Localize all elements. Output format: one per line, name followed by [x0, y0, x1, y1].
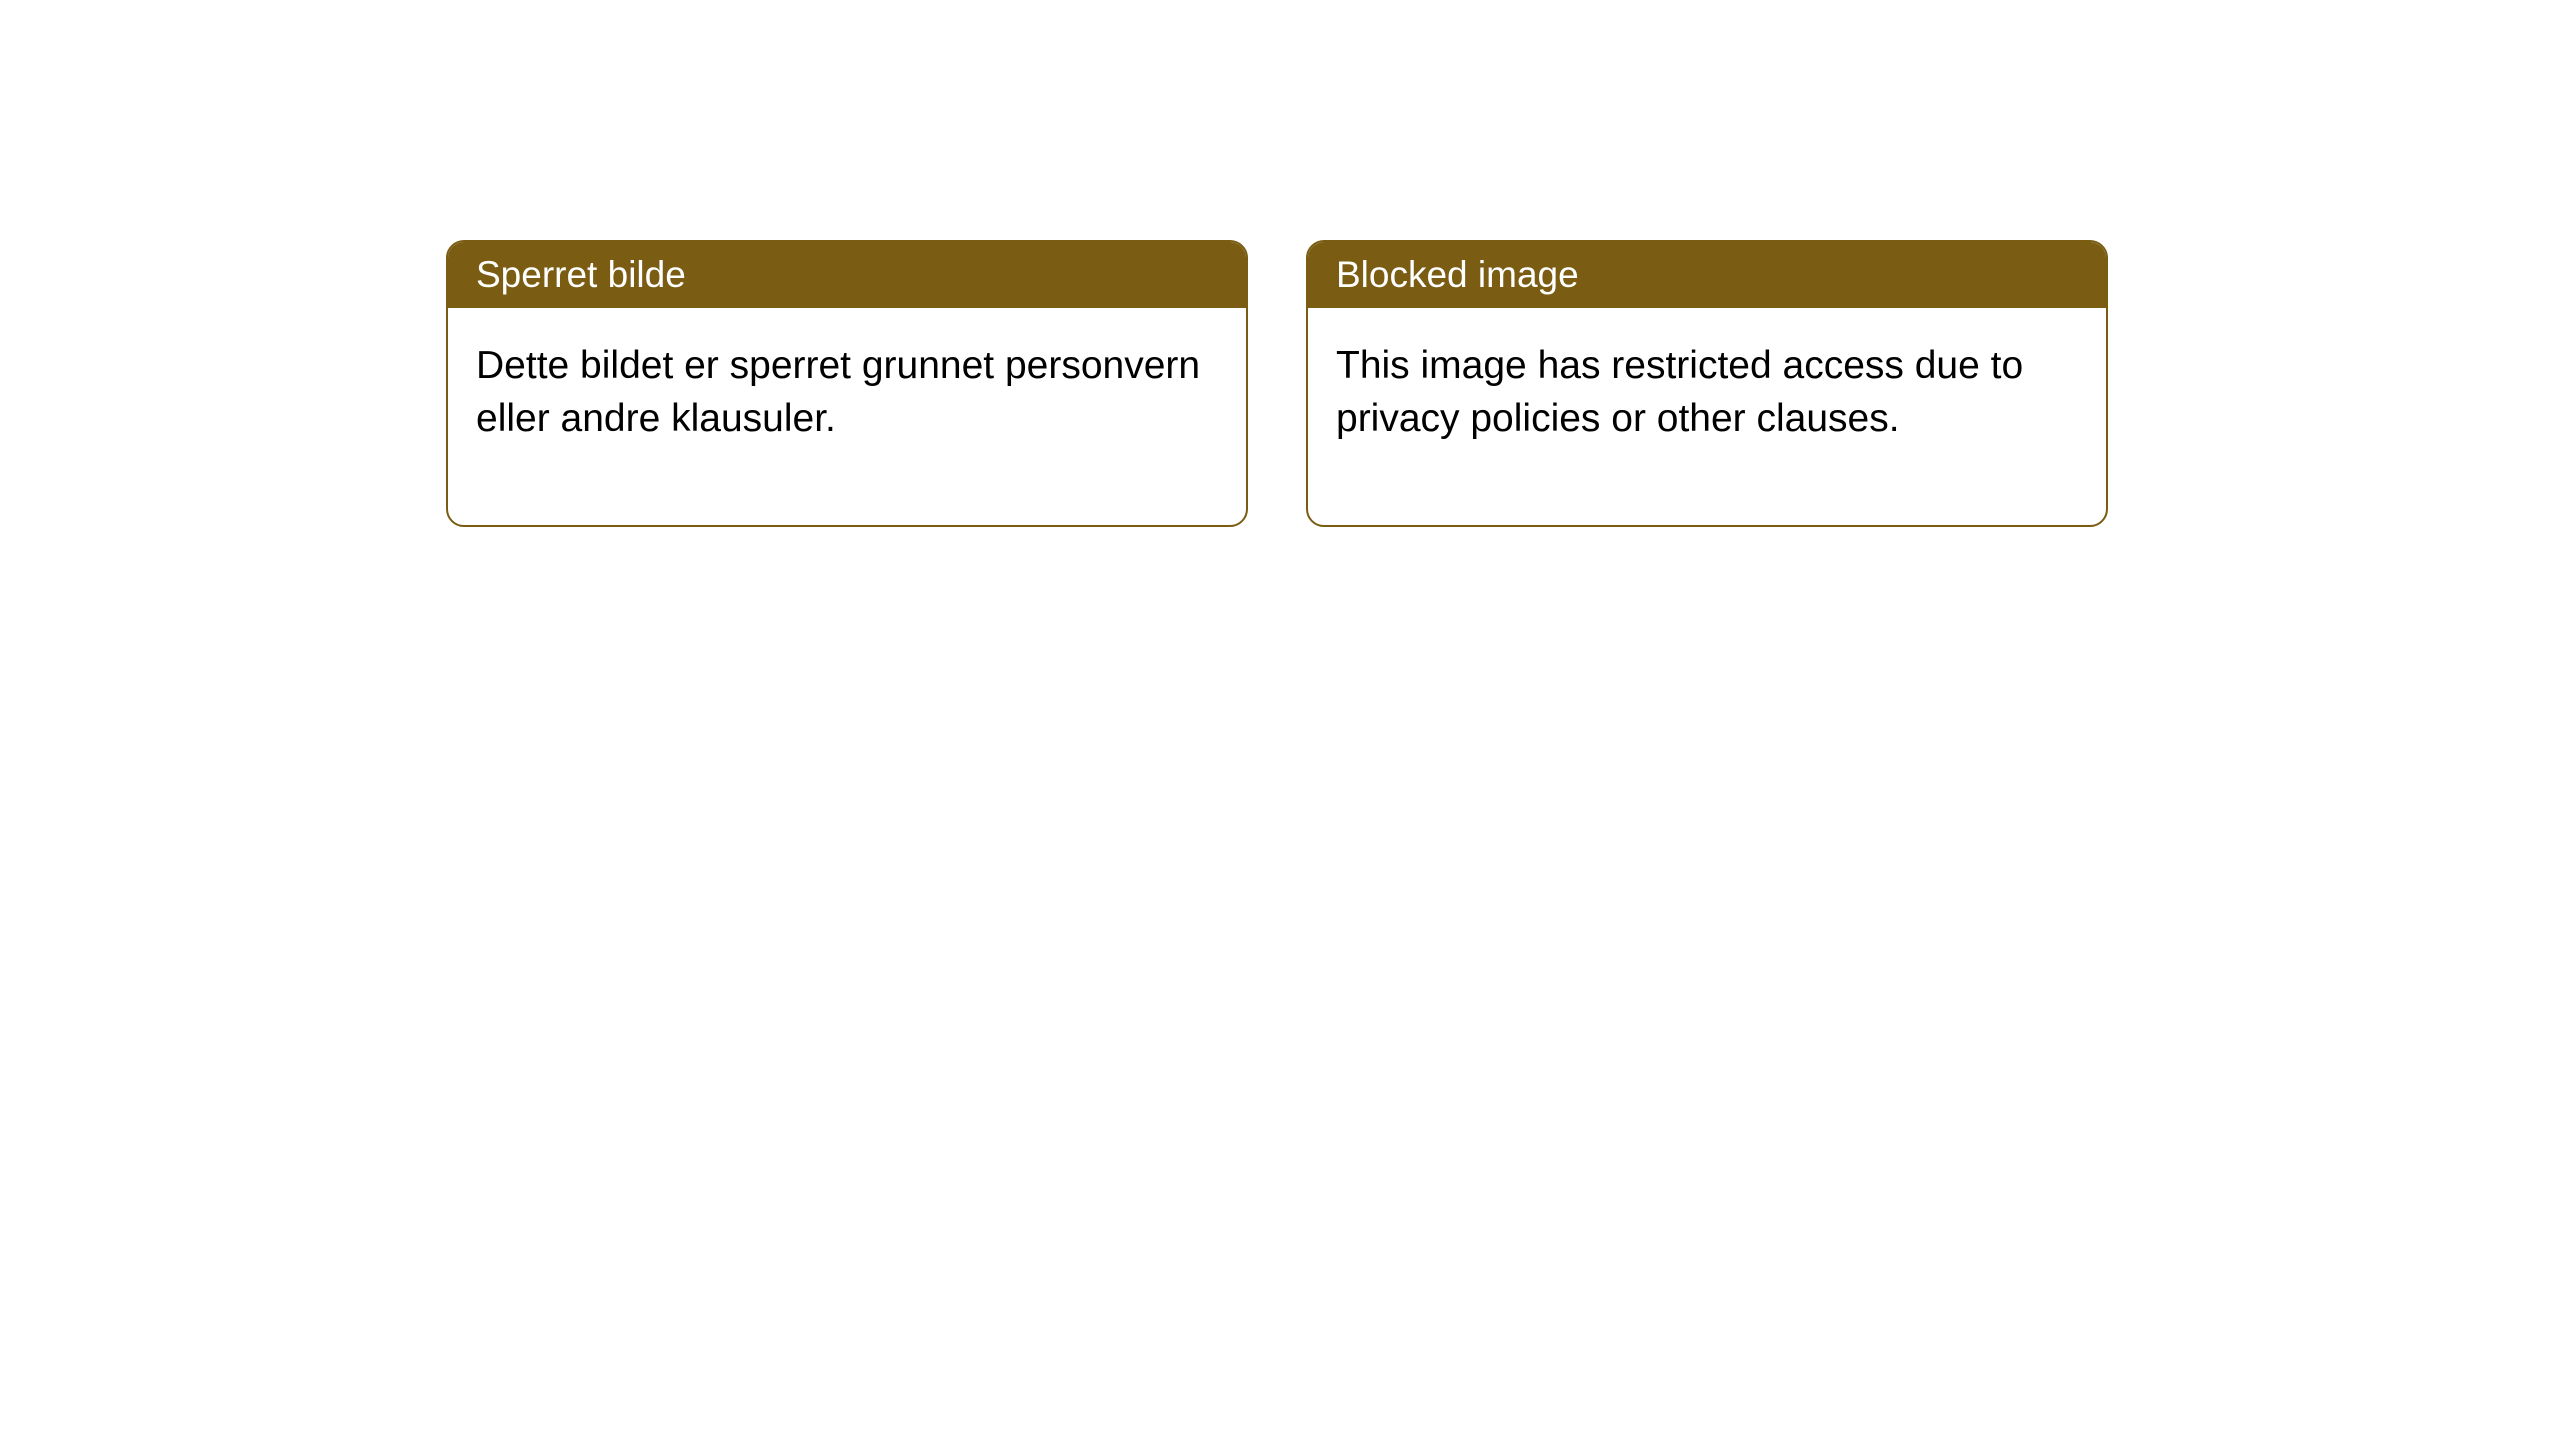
card-header: Blocked image	[1308, 242, 2106, 308]
card-title: Sperret bilde	[476, 254, 686, 295]
card-body-text: Dette bildet er sperret grunnet personve…	[476, 344, 1200, 440]
blocked-image-card-english: Blocked image This image has restricted …	[1306, 240, 2108, 527]
card-body-text: This image has restricted access due to …	[1336, 344, 2023, 440]
blocked-image-notice-container: Sperret bilde Dette bildet er sperret gr…	[446, 240, 2108, 527]
blocked-image-card-norwegian: Sperret bilde Dette bildet er sperret gr…	[446, 240, 1248, 527]
card-body: Dette bildet er sperret grunnet personve…	[448, 308, 1246, 525]
card-header: Sperret bilde	[448, 242, 1246, 308]
card-title: Blocked image	[1336, 254, 1579, 295]
card-body: This image has restricted access due to …	[1308, 308, 2106, 525]
